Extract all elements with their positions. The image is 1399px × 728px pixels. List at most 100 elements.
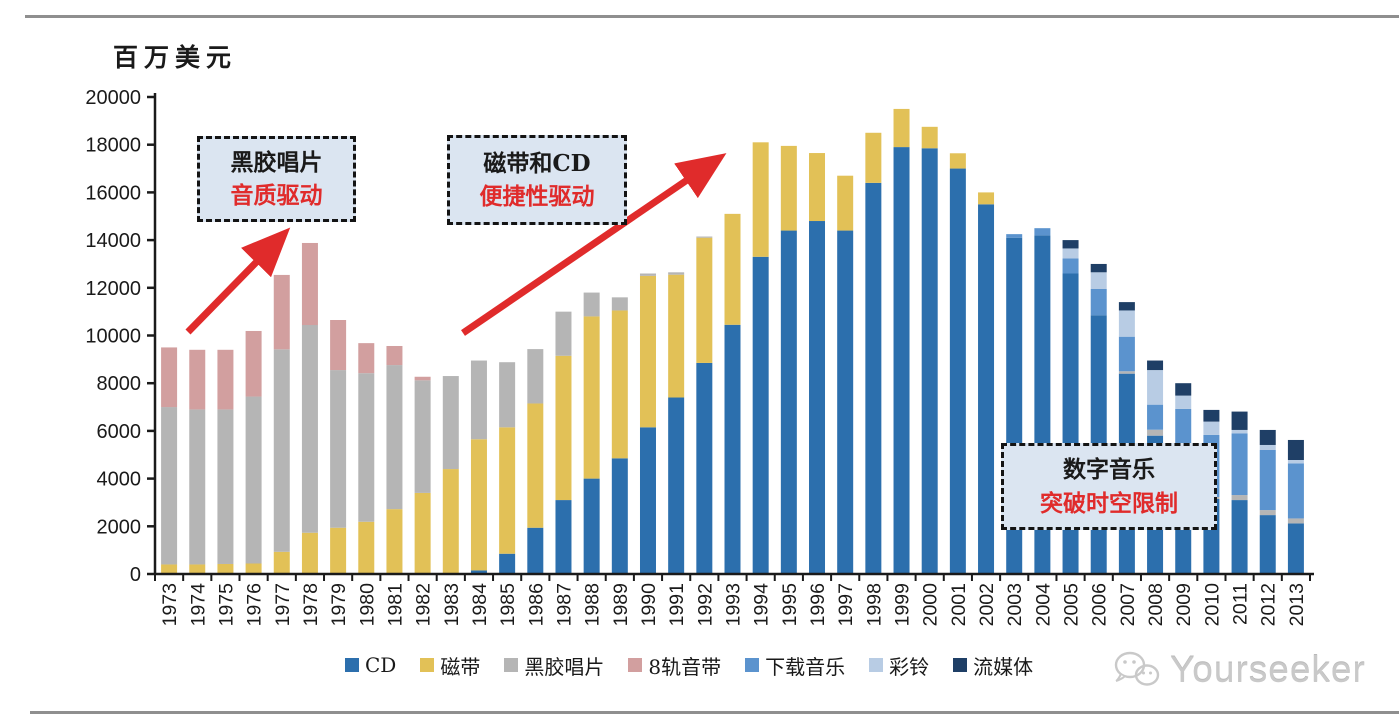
bar-segment-2012-流媒体 bbox=[1259, 429, 1276, 445]
x-axis-label-1974: 1974 bbox=[187, 583, 209, 627]
bar-segment-1991-黑胶唱片 bbox=[668, 272, 685, 275]
y-tick-label: 0 bbox=[130, 564, 141, 586]
x-axis-label-1995: 1995 bbox=[779, 583, 801, 627]
annotation-vinyl-era: 黑胶唱片 音质驱动 bbox=[197, 136, 356, 222]
bar-segment-2001-CD bbox=[949, 168, 966, 575]
bar-segment-1984-磁带 bbox=[470, 439, 487, 571]
bar-segment-1975-黑胶唱片 bbox=[217, 409, 234, 564]
x-axis-label-1989: 1989 bbox=[610, 583, 632, 626]
bar-segment-1997-CD bbox=[837, 230, 854, 574]
trend-arrow-2 bbox=[461, 153, 727, 336]
legend-item-磁带: 磁带 bbox=[420, 651, 480, 680]
bar-segment-2012-CD bbox=[1259, 515, 1276, 574]
bar-segment-1992-CD bbox=[696, 362, 713, 574]
bar-segment-1977-黑胶唱片 bbox=[273, 349, 290, 552]
x-axis-label-2010: 2010 bbox=[1201, 583, 1223, 627]
bar-segment-1988-黑胶唱片 bbox=[583, 292, 600, 317]
y-tick-label: 12000 bbox=[85, 278, 141, 300]
bar-segment-1987-CD bbox=[555, 500, 572, 574]
x-axis-label-1988: 1988 bbox=[582, 583, 604, 626]
bar-segment-2011-CD bbox=[1231, 500, 1248, 574]
top-divider-line bbox=[25, 15, 1399, 18]
bar-segment-1986-黑胶唱片 bbox=[527, 349, 544, 404]
bar-segment-1990-黑胶唱片 bbox=[639, 273, 656, 276]
bar-segment-2011-下载音乐 bbox=[1231, 433, 1248, 496]
x-axis-label-1977: 1977 bbox=[272, 583, 294, 626]
bar-segment-1984-黑胶唱片 bbox=[470, 360, 487, 440]
bar-segment-1975-8轨音带 bbox=[217, 349, 234, 410]
bar-segment-1992-黑胶唱片 bbox=[696, 236, 713, 238]
bar-segment-2006-彩铃 bbox=[1090, 272, 1107, 289]
y-tick-label: 16000 bbox=[85, 182, 141, 204]
bar-segment-1980-8轨音带 bbox=[358, 343, 375, 374]
bar-segment-1992-磁带 bbox=[696, 237, 713, 363]
bar-segment-1987-磁带 bbox=[555, 355, 572, 501]
legend-swatch-CD bbox=[345, 658, 359, 672]
x-axis-label-1987: 1987 bbox=[553, 583, 575, 626]
legend-item-CD: CD bbox=[345, 653, 396, 677]
x-axis-label-1980: 1980 bbox=[356, 583, 378, 627]
bar-segment-1994-磁带 bbox=[752, 142, 769, 257]
bar-segment-2007-黑胶唱片 bbox=[1118, 371, 1135, 374]
bar-segment-2003-下载音乐 bbox=[1006, 234, 1023, 238]
bar-segment-2012-下载音乐 bbox=[1259, 449, 1276, 511]
bar-segment-2011-彩铃 bbox=[1231, 429, 1248, 434]
y-tick-label: 2000 bbox=[97, 516, 142, 538]
bar-segment-1980-黑胶唱片 bbox=[358, 373, 375, 522]
bar-segment-2009-彩铃 bbox=[1175, 395, 1192, 409]
bottom-divider-line bbox=[30, 711, 1399, 714]
bar-segment-1973-8轨音带 bbox=[161, 347, 178, 408]
legend-item-黑胶唱片: 黑胶唱片 bbox=[504, 651, 604, 680]
bar-segment-1978-黑胶唱片 bbox=[301, 325, 318, 533]
annotation-vinyl-subtitle: 音质驱动 bbox=[230, 182, 323, 209]
bar-segment-2005-彩铃 bbox=[1062, 248, 1079, 259]
annotation-cassette-cd-era: 磁带和CD 便捷性驱动 bbox=[447, 135, 627, 225]
bar-segment-2013-下载音乐 bbox=[1287, 463, 1304, 519]
x-axis-label-1997: 1997 bbox=[835, 583, 857, 626]
x-axis-label-2006: 2006 bbox=[1089, 583, 1111, 626]
y-tick-label: 14000 bbox=[85, 230, 141, 252]
bar-segment-1998-CD bbox=[865, 182, 882, 575]
bar-segment-1978-8轨音带 bbox=[301, 242, 318, 326]
legend-label-下载音乐: 下载音乐 bbox=[765, 654, 846, 679]
bar-segment-1979-黑胶唱片 bbox=[330, 370, 347, 528]
watermark-text: Yourseeker bbox=[1170, 649, 1366, 690]
bar-segment-2005-流媒体 bbox=[1062, 240, 1079, 249]
x-axis-label-2011: 2011 bbox=[1230, 583, 1252, 625]
x-axis-label-1983: 1983 bbox=[441, 583, 463, 626]
legend-label-CD: CD bbox=[365, 653, 397, 677]
bar-segment-1973-磁带 bbox=[161, 564, 178, 574]
x-axis-label-1994: 1994 bbox=[751, 583, 773, 627]
legend-swatch-流媒体 bbox=[953, 658, 968, 672]
bar-segment-1977-磁带 bbox=[273, 551, 290, 574]
x-axis-label-1975: 1975 bbox=[215, 583, 237, 627]
bar-segment-2008-流媒体 bbox=[1147, 360, 1164, 371]
bar-segment-2013-CD bbox=[1287, 523, 1304, 574]
bar-segment-1994-CD bbox=[752, 256, 769, 574]
bar-segment-1999-磁带 bbox=[893, 108, 910, 148]
y-tick-label: 4000 bbox=[97, 469, 142, 491]
bar-segment-1981-8轨音带 bbox=[386, 345, 403, 366]
x-axis-label-1986: 1986 bbox=[525, 583, 547, 626]
x-axis-label-2000: 2000 bbox=[920, 583, 942, 627]
bar-segment-1982-磁带 bbox=[414, 492, 431, 574]
bar-segment-1974-黑胶唱片 bbox=[189, 409, 206, 565]
bar-segment-2011-流媒体 bbox=[1231, 411, 1248, 430]
bar-segment-1995-CD bbox=[780, 230, 797, 574]
bar-segment-1985-磁带 bbox=[499, 427, 516, 554]
x-axis-label-2008: 2008 bbox=[1145, 583, 1167, 626]
x-axis-label-1992: 1992 bbox=[694, 583, 716, 626]
bar-segment-2007-流媒体 bbox=[1118, 302, 1135, 311]
legend-label-流媒体: 流媒体 bbox=[973, 654, 1034, 679]
bar-segment-1979-磁带 bbox=[330, 527, 347, 574]
bar-segment-2007-下载音乐 bbox=[1118, 336, 1135, 372]
bar-segment-2006-下载音乐 bbox=[1090, 288, 1107, 316]
bar-segment-2010-彩铃 bbox=[1203, 421, 1220, 435]
bar-segment-1986-磁带 bbox=[527, 403, 544, 528]
bar-segment-1977-8轨音带 bbox=[273, 274, 290, 350]
bar-segment-2012-彩铃 bbox=[1259, 444, 1276, 450]
bar-segment-2005-下载音乐 bbox=[1062, 258, 1079, 274]
wechat-icon bbox=[1114, 651, 1160, 686]
annotation-digital-era: 数字音乐 突破时空限制 bbox=[1001, 443, 1217, 530]
